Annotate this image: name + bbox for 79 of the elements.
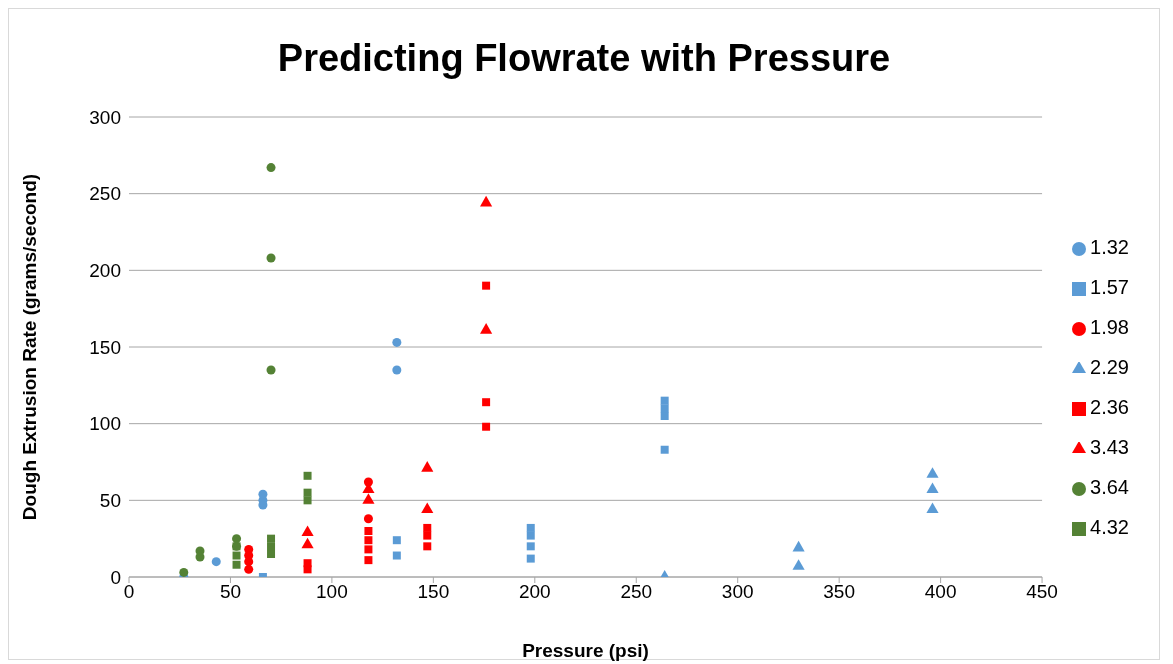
x-tick-label: 100 [316,581,348,603]
point [480,195,493,207]
point [423,542,432,551]
point [211,557,221,567]
point [392,551,401,560]
x-tick-label: 400 [924,581,957,603]
y-tick-label: 250 [89,183,121,205]
y-axis-title: Dough Extrusion Rate (grams/second) [18,173,40,521]
point [303,488,312,497]
x-tick-label: 250 [620,581,653,603]
point [482,281,491,290]
y-tick-label: 300 [89,106,121,128]
point [301,537,314,549]
point [421,502,434,514]
y-tick-label: 150 [89,336,121,358]
point [232,560,241,569]
point [244,544,254,554]
point [792,540,805,552]
x-tick-label: 150 [417,581,450,603]
legend-label: 1.57 [1090,276,1129,298]
legend-label: 3.43 [1090,436,1129,458]
point [660,445,669,454]
point [526,542,535,551]
point [926,502,939,514]
x-tick-label: 450 [1026,581,1058,603]
point [364,527,373,535]
point [362,493,375,504]
y-tick-label: 50 [99,490,121,512]
legend-label: 1.98 [1090,316,1129,338]
x-tick-label: 350 [823,581,856,603]
point [195,546,205,556]
point [258,489,268,499]
y-tick-label: 200 [89,260,121,282]
point [364,536,373,545]
x-tick-label: 200 [518,581,551,603]
x-tick-label: 50 [219,581,242,603]
point [392,536,401,545]
legend-label: 2.36 [1090,396,1129,418]
y-tick-label: 100 [89,413,121,435]
point [364,545,373,554]
point [232,534,242,544]
point [423,523,432,532]
point [792,559,805,570]
point [303,471,312,480]
legend-label: 1.32 [1090,236,1129,258]
x-tick-label: 300 [721,581,754,603]
point [926,482,939,494]
legend-label: 4.32 [1090,516,1129,538]
point [423,531,432,540]
legend-label: 2.29 [1090,356,1129,378]
point [267,550,276,558]
x-tick-label: 0 [123,581,135,603]
point [266,163,276,173]
point [232,551,241,560]
point [392,337,402,347]
point [267,534,276,543]
chart-title: Predicting Flowrate with Pressure [276,36,892,81]
point [266,365,276,375]
point [660,396,669,405]
point [363,514,373,524]
point [421,461,434,472]
point [244,564,254,574]
point [480,323,493,334]
point [392,365,402,375]
x-axis-title: Pressure (psi) [522,640,649,661]
point [660,412,669,420]
point [482,398,491,407]
point [303,559,312,568]
point [266,253,276,263]
point [526,554,535,563]
point [179,567,189,577]
point [364,556,373,565]
point [526,523,535,532]
y-tick-label: 0 [110,566,121,588]
point [926,467,939,478]
point [482,422,491,431]
point [301,525,314,537]
legend-label: 3.64 [1090,476,1129,498]
point [526,531,535,540]
